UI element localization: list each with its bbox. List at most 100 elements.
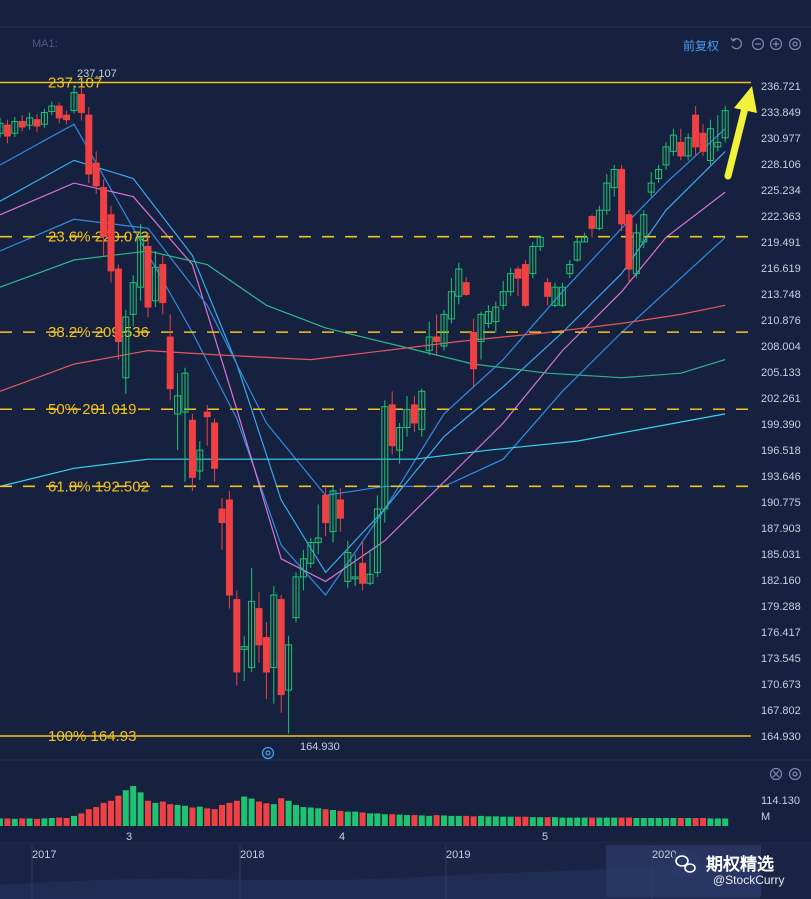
candle-body	[396, 427, 404, 451]
volume-max-label: 114.130	[761, 795, 800, 807]
candle-body	[684, 137, 692, 157]
price-tick: 213.748	[761, 289, 801, 301]
candle-body	[114, 268, 122, 343]
candle-body	[507, 273, 515, 293]
volume-bar	[559, 817, 566, 826]
candle-body	[33, 119, 41, 127]
volume-bar	[145, 800, 151, 826]
volume-bar	[256, 801, 262, 826]
candle-body	[373, 508, 381, 573]
moving-average-line	[0, 123, 726, 596]
moving-average-line	[0, 413, 726, 487]
candle-body	[418, 390, 426, 430]
candle-body	[188, 419, 196, 478]
volume-bar	[566, 817, 573, 826]
candle-body	[706, 128, 714, 161]
volume-bar	[441, 815, 447, 826]
volume-bar	[130, 786, 137, 826]
volume-bar	[677, 818, 684, 826]
volume-bar	[293, 804, 299, 826]
candle-body	[85, 114, 93, 175]
adjust-toggle[interactable]: 前复权	[683, 39, 720, 53]
volume-bar	[248, 798, 255, 826]
candle-body	[211, 422, 219, 469]
candle-body	[521, 264, 529, 306]
volume-bar	[137, 792, 144, 826]
volume-bar	[330, 810, 336, 826]
volume-bar	[307, 807, 314, 826]
candle-body	[558, 286, 566, 306]
candle-body	[588, 216, 596, 229]
candle-body	[433, 336, 441, 343]
volume-bar	[152, 802, 159, 826]
candle-body	[270, 594, 278, 668]
candle-body	[536, 236, 544, 247]
volume-bar	[670, 818, 677, 826]
volume-bar	[633, 818, 640, 826]
volume-bar	[492, 816, 499, 826]
volume-bar	[189, 807, 196, 826]
volume-bar	[552, 817, 558, 826]
volume-bar	[122, 790, 129, 826]
candle-body	[3, 124, 11, 137]
volume-bar	[85, 809, 92, 826]
candle-body	[26, 117, 34, 126]
volume-bar	[463, 815, 470, 826]
volume-settings-icon[interactable]	[788, 767, 802, 781]
volume-bar	[714, 818, 721, 826]
watermark-title: 期权精选	[706, 855, 774, 874]
year-label: 2018	[240, 849, 264, 861]
ma-label: MA1:	[32, 38, 58, 50]
candle-body	[640, 214, 648, 243]
fib-level-label: 100% 164.93	[48, 728, 136, 745]
candle-body	[203, 411, 211, 418]
volume-bar	[426, 815, 433, 826]
candle-body	[699, 132, 707, 152]
volume-bar	[115, 795, 122, 826]
volume-bar	[322, 809, 329, 826]
candle-body	[669, 134, 677, 152]
volume-bar	[455, 815, 462, 826]
volume-bar	[470, 816, 477, 826]
fib-level-label: 237.107	[48, 75, 102, 92]
volume-bar	[663, 818, 669, 826]
volume-bar	[522, 816, 529, 826]
candle-body	[77, 93, 85, 113]
candle-body	[174, 395, 182, 415]
candle-body	[336, 499, 344, 519]
volume-bar	[174, 804, 181, 826]
candle-body	[625, 214, 633, 270]
candle-body	[551, 286, 559, 306]
price-tick: 222.363	[761, 211, 801, 223]
year-label: 2019	[446, 849, 470, 861]
candle-body	[248, 600, 256, 668]
wechat-bubble-icon-2	[684, 863, 696, 873]
candle-body	[514, 268, 522, 279]
moving-average-line	[0, 150, 726, 574]
volume-bar	[537, 817, 544, 826]
volume-bar	[300, 807, 307, 826]
candle-body	[166, 336, 174, 390]
price-tick: 210.876	[761, 315, 801, 327]
volume-bar	[640, 818, 647, 826]
candle-body	[225, 499, 233, 596]
volume-bar	[603, 817, 610, 826]
candle-body	[470, 331, 478, 370]
price-tick: 182.160	[761, 575, 801, 587]
candle-body	[92, 162, 100, 187]
volume-bar	[211, 809, 218, 826]
volume-bar	[418, 815, 425, 826]
price-tick: 196.518	[761, 445, 801, 457]
fib-level-label: 61.8% 192.502	[48, 478, 149, 495]
volume-bar	[19, 818, 26, 826]
volume-unit-label: M	[761, 811, 770, 823]
volume-bar	[285, 800, 292, 826]
volume-bar	[344, 811, 351, 826]
candle-body	[70, 92, 78, 112]
close-panel-icon[interactable]	[769, 767, 783, 781]
candle-body	[18, 121, 26, 128]
volume-time-label: 3	[126, 831, 132, 843]
candle-body	[595, 209, 603, 229]
volume-bar	[233, 800, 240, 826]
